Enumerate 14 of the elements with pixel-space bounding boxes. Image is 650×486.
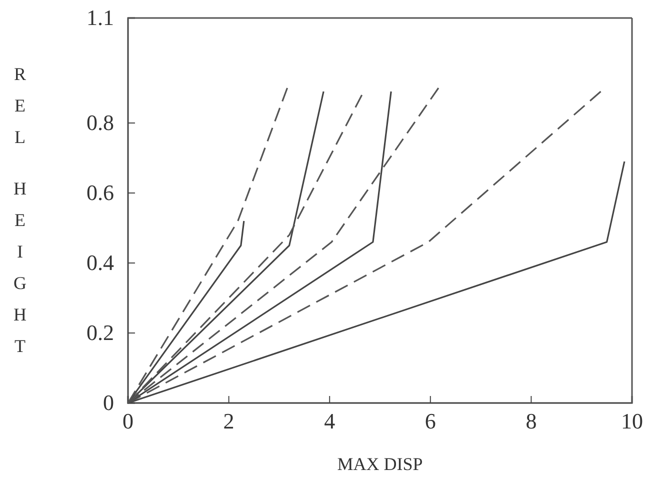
y-tick-label: 0.4 [86,250,114,276]
y-tick-label: 0.2 [86,320,114,346]
x-tick-label: 4 [324,408,336,434]
y-tick-label: 1.1 [86,5,114,30]
x-axis-title: MAX DISP [337,454,423,474]
x-tick-label: 0 [122,408,134,434]
y-tick-label: 0.6 [86,180,114,206]
x-tick-label: 2 [223,408,234,434]
x-tick-label: 6 [424,408,436,434]
x-tick-label: 10 [621,408,643,434]
text: REL HEIGHT [14,64,26,356]
y-tick-label: 0 [103,390,114,416]
y-tick-label: 0.8 [86,110,114,136]
x-tick-label: 8 [526,408,537,434]
